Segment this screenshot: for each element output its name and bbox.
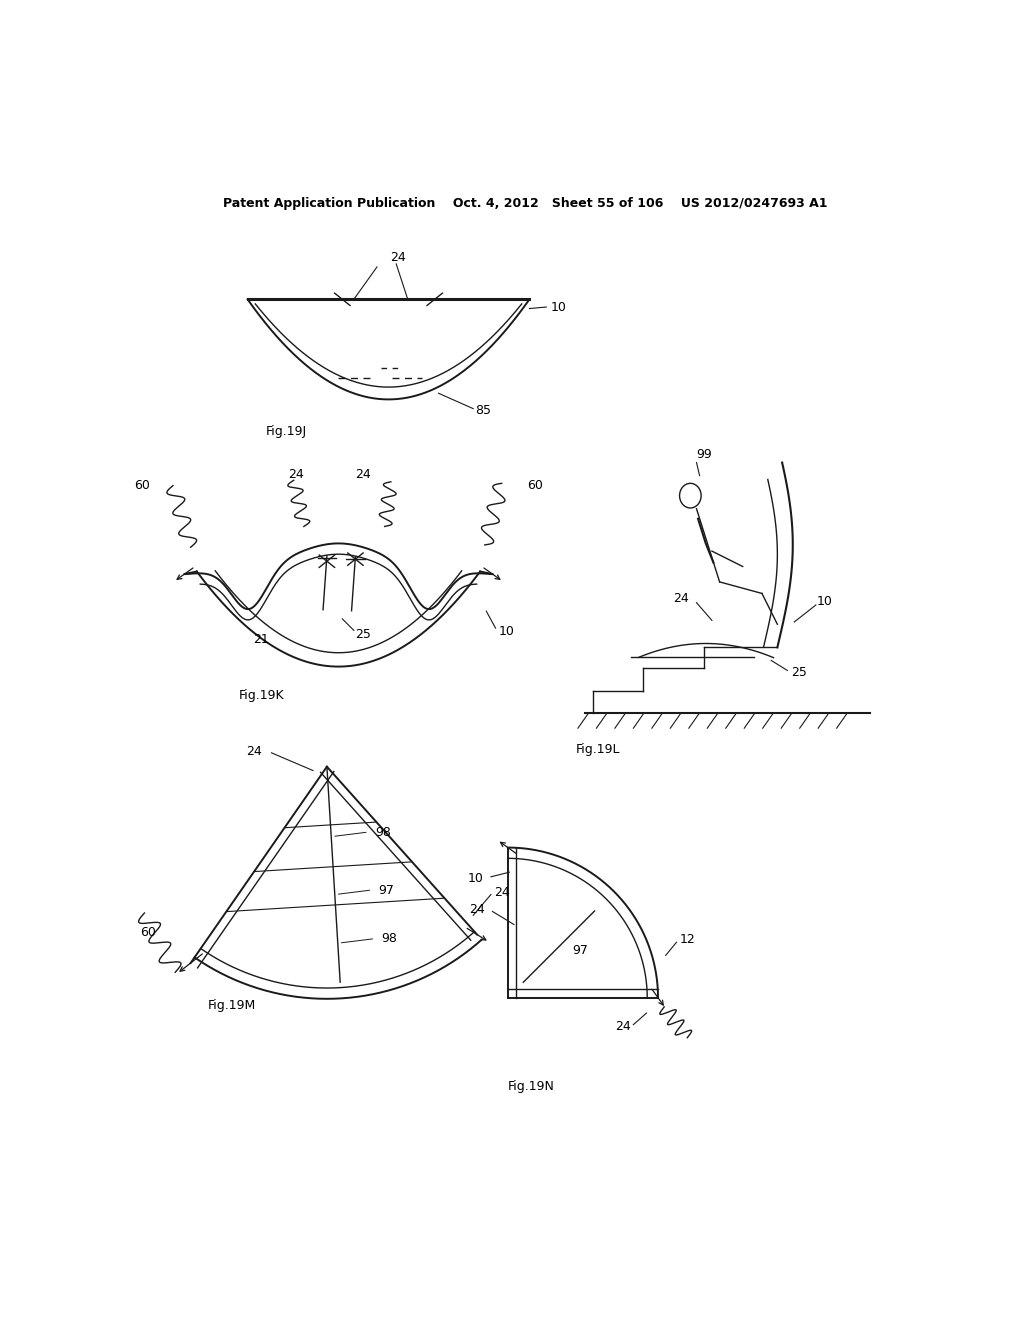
Text: 24: 24 <box>288 467 304 480</box>
Text: 99: 99 <box>696 449 712 462</box>
Text: 97: 97 <box>572 944 589 957</box>
Text: Fig.19K: Fig.19K <box>239 689 284 702</box>
Text: 98: 98 <box>381 932 397 945</box>
Text: 97: 97 <box>379 884 394 896</box>
Text: 25: 25 <box>355 628 371 640</box>
Text: 85: 85 <box>475 404 492 417</box>
Text: 24: 24 <box>355 467 371 480</box>
Text: 60: 60 <box>527 479 543 492</box>
Text: 10: 10 <box>551 301 566 314</box>
Text: Patent Application Publication    Oct. 4, 2012   Sheet 55 of 106    US 2012/0247: Patent Application Publication Oct. 4, 2… <box>222 197 827 210</box>
Text: 21: 21 <box>254 634 269 647</box>
Text: 24: 24 <box>469 903 485 916</box>
Text: 24: 24 <box>390 251 406 264</box>
Text: Fig.19J: Fig.19J <box>265 425 306 438</box>
Text: 60: 60 <box>134 479 151 492</box>
Text: Fig.19L: Fig.19L <box>575 743 621 756</box>
Text: 24: 24 <box>673 593 689 606</box>
Text: 25: 25 <box>791 667 807 680</box>
Text: 10: 10 <box>499 626 514 639</box>
Text: 98: 98 <box>375 826 391 838</box>
Text: 10: 10 <box>468 871 483 884</box>
Text: Fig.19N: Fig.19N <box>508 1080 555 1093</box>
Text: 24: 24 <box>615 1020 631 1034</box>
Text: 60: 60 <box>140 925 157 939</box>
Text: 24: 24 <box>494 886 510 899</box>
Text: 24: 24 <box>246 744 262 758</box>
Text: Fig.19M: Fig.19M <box>208 999 256 1012</box>
Text: 12: 12 <box>679 933 695 946</box>
Text: 10: 10 <box>817 594 834 607</box>
